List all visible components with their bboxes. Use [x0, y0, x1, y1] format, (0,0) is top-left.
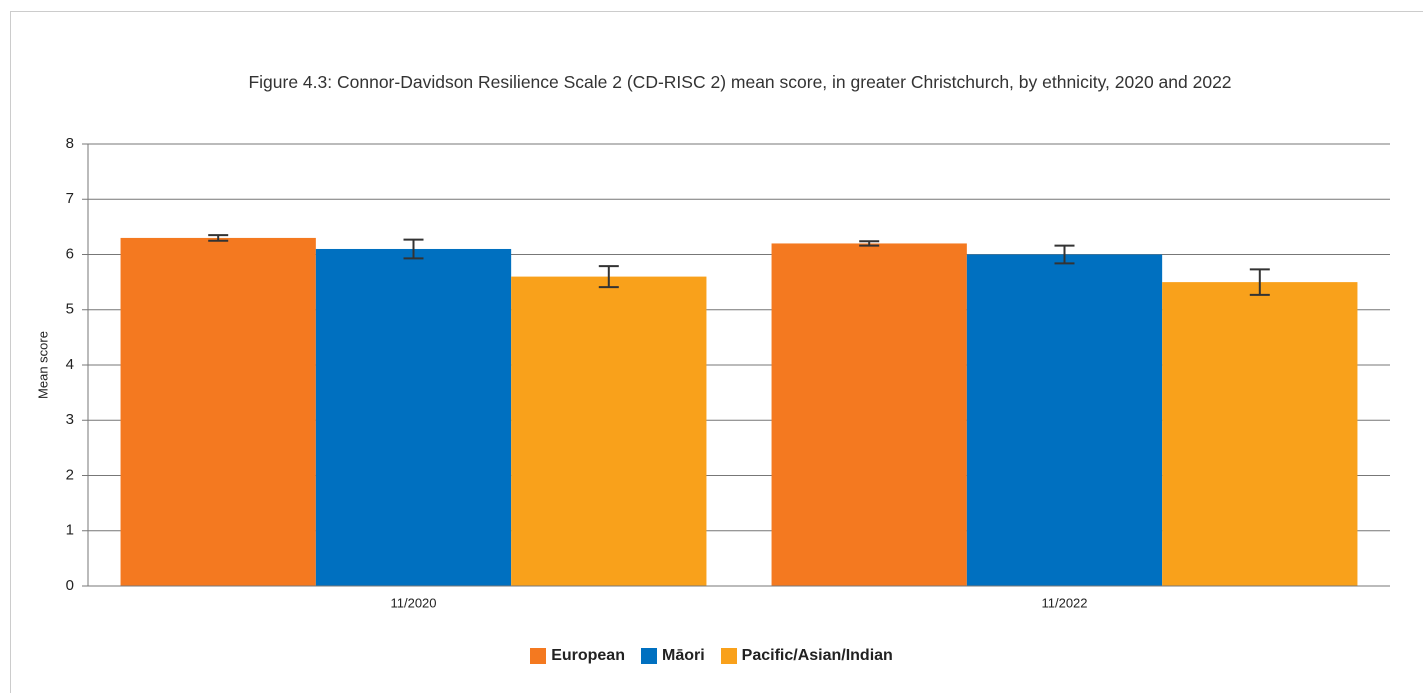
- legend-label: Pacific/Asian/Indian: [741, 647, 893, 664]
- bar: [771, 243, 967, 586]
- y-tick-label: 6: [66, 245, 74, 262]
- x-tick-label: 11/2022: [1041, 595, 1087, 610]
- bar: [1162, 282, 1358, 586]
- y-tick-label: 4: [66, 356, 74, 373]
- y-tick-label: 7: [66, 190, 74, 207]
- legend-item: European: [530, 647, 625, 665]
- error-bar: [859, 240, 880, 247]
- y-tick-label: 0: [66, 577, 74, 594]
- bar: [315, 248, 512, 586]
- bar: [966, 254, 1163, 586]
- legend-item: Pacific/Asian/Indian: [720, 647, 893, 665]
- error-bar: [598, 265, 619, 289]
- legend: European Māori Pacific/Asian/Indian: [0, 647, 1423, 665]
- legend-swatch: [720, 648, 737, 664]
- error-bar: [208, 234, 229, 242]
- chart-title: Figure 4.3: Connor-Davidson Resilience S…: [248, 72, 1232, 92]
- y-tick-label: 3: [66, 411, 74, 428]
- y-tick-label: 2: [66, 466, 74, 483]
- bar: [511, 276, 707, 586]
- legend-label: European: [551, 647, 625, 664]
- y-tick-label: 5: [66, 301, 74, 318]
- error-bar: [403, 238, 424, 260]
- legend-swatch: [530, 648, 547, 664]
- bar: [120, 237, 316, 587]
- frame: [10, 11, 1423, 693]
- y-axis-label: Mean score: [35, 331, 50, 399]
- y-tick-label: 8: [66, 135, 74, 152]
- y-tick-label: 1: [66, 522, 74, 539]
- error-bar: [1054, 244, 1075, 265]
- legend-label: Māori: [661, 647, 705, 664]
- error-bar: [1249, 268, 1270, 296]
- legend-swatch: [640, 648, 657, 664]
- legend-item: Māori: [640, 647, 705, 665]
- x-tick-label: 11/2020: [390, 595, 436, 610]
